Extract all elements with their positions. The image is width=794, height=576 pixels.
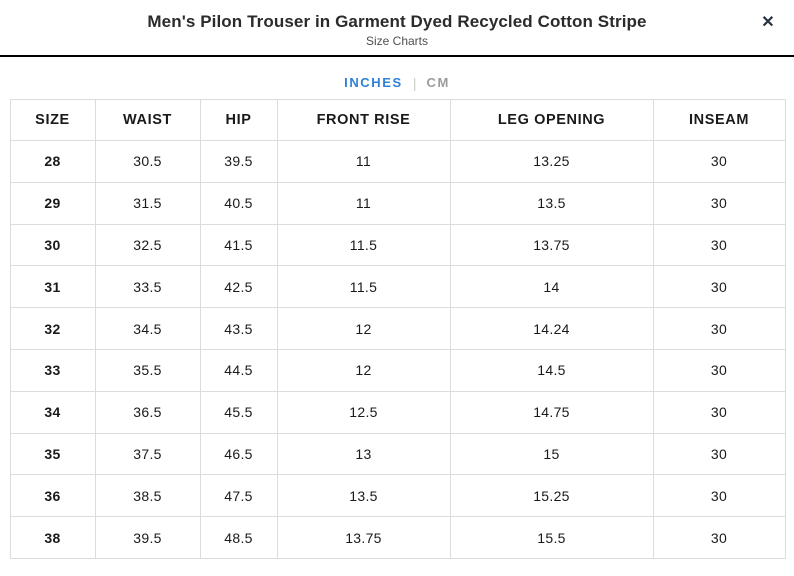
measurement-cell: 13.5 bbox=[276, 474, 451, 518]
size-cell: 31 bbox=[9, 265, 96, 309]
measurement-cell: 35.5 bbox=[94, 348, 201, 392]
measurement-cell: 30 bbox=[652, 348, 786, 392]
table-row: 28 30.5 39.5 11 13.25 30 bbox=[9, 140, 786, 183]
modal-header: Men's Pilon Trouser in Garment Dyed Recy… bbox=[0, 0, 794, 57]
measurement-cell: 38.5 bbox=[94, 474, 201, 518]
measurement-cell: 41.5 bbox=[199, 223, 278, 267]
measurement-cell: 13.25 bbox=[449, 140, 654, 183]
size-cell: 30 bbox=[9, 223, 96, 267]
table-row: 29 31.5 40.5 11 13.5 30 bbox=[9, 181, 786, 225]
measurement-cell: 33.5 bbox=[94, 265, 201, 309]
measurement-cell: 31.5 bbox=[94, 181, 201, 225]
table-header-row: SIZE WAIST HIP FRONT RISE LEG OPENING INSEAM bbox=[9, 99, 786, 141]
size-cell: 35 bbox=[9, 432, 96, 476]
table-row: 32 34.5 43.5 12 14.24 30 bbox=[9, 307, 786, 350]
measurement-cell: 37.5 bbox=[94, 432, 201, 476]
column-header: HIP bbox=[199, 99, 278, 141]
tab-cm[interactable]: CM bbox=[426, 75, 450, 90]
table-row: 31 33.5 42.5 11.5 14 30 bbox=[9, 265, 786, 309]
column-header: SIZE bbox=[9, 99, 96, 141]
measurement-cell: 14.5 bbox=[449, 348, 654, 392]
measurement-cell: 39.5 bbox=[94, 516, 201, 559]
table-row: 35 37.5 46.5 13 15 30 bbox=[9, 432, 786, 476]
column-header: INSEAM bbox=[652, 99, 786, 141]
measurement-cell: 43.5 bbox=[199, 307, 278, 350]
unit-tabs: INCHES | CM bbox=[0, 74, 794, 91]
measurement-cell: 13.75 bbox=[449, 223, 654, 267]
measurement-cell: 15.25 bbox=[449, 474, 654, 518]
measurement-cell: 12 bbox=[276, 348, 451, 392]
measurement-cell: 39.5 bbox=[199, 140, 278, 183]
size-cell: 28 bbox=[9, 140, 96, 183]
measurement-cell: 11.5 bbox=[276, 223, 451, 267]
size-cell: 29 bbox=[9, 181, 96, 225]
measurement-cell: 14.75 bbox=[449, 390, 654, 434]
measurement-cell: 40.5 bbox=[199, 181, 278, 225]
measurement-cell: 30 bbox=[652, 390, 786, 434]
measurement-cell: 44.5 bbox=[199, 348, 278, 392]
page-title: Men's Pilon Trouser in Garment Dyed Recy… bbox=[147, 12, 647, 31]
measurement-cell: 12 bbox=[276, 307, 451, 350]
measurement-cell: 13.75 bbox=[276, 516, 451, 559]
close-icon[interactable]: ✕ bbox=[754, 11, 782, 35]
measurement-cell: 30 bbox=[652, 432, 786, 476]
measurement-cell: 13.5 bbox=[449, 181, 654, 225]
measurement-cell: 30 bbox=[652, 307, 786, 350]
measurement-cell: 30 bbox=[652, 474, 786, 518]
column-header: WAIST bbox=[94, 99, 201, 141]
measurement-cell: 30 bbox=[652, 516, 786, 559]
measurement-cell: 48.5 bbox=[199, 516, 278, 559]
measurement-cell: 32.5 bbox=[94, 223, 201, 267]
measurement-cell: 34.5 bbox=[94, 307, 201, 350]
size-cell: 36 bbox=[9, 474, 96, 518]
table-row: 34 36.5 45.5 12.5 14.75 30 bbox=[9, 390, 786, 434]
measurement-cell: 42.5 bbox=[199, 265, 278, 309]
measurement-cell: 15 bbox=[449, 432, 654, 476]
measurement-cell: 11 bbox=[276, 140, 451, 183]
measurement-cell: 13 bbox=[276, 432, 451, 476]
size-chart: SIZE WAIST HIP FRONT RISE LEG OPENING INSEAM … bbox=[9, 99, 786, 559]
table-row: 33 35.5 44.5 12 14.5 30 bbox=[9, 348, 786, 392]
table-row: 38 39.5 48.5 13.75 15.5 30 bbox=[9, 516, 786, 559]
page-subtitle: Size Charts bbox=[365, 34, 429, 48]
measurement-cell: 46.5 bbox=[199, 432, 278, 476]
measurement-cell: 30.5 bbox=[94, 140, 201, 183]
size-cell: 38 bbox=[9, 516, 96, 559]
measurement-cell: 30 bbox=[652, 223, 786, 267]
tab-separator: | bbox=[412, 74, 417, 91]
table-row: 36 38.5 47.5 13.5 15.25 30 bbox=[9, 474, 786, 518]
size-cell: 33 bbox=[9, 348, 96, 392]
measurement-cell: 30 bbox=[652, 181, 786, 225]
measurement-cell: 45.5 bbox=[199, 390, 278, 434]
measurement-cell: 15.5 bbox=[449, 516, 654, 559]
measurement-cell: 11.5 bbox=[276, 265, 451, 309]
size-cell: 34 bbox=[9, 390, 96, 434]
size-chart-table: SIZE WAIST HIP FRONT RISE LEG OPENING INSEAM … bbox=[9, 99, 786, 559]
measurement-cell: 11 bbox=[276, 181, 451, 225]
measurement-cell: 30 bbox=[652, 140, 786, 183]
column-header: FRONT RISE bbox=[276, 99, 451, 141]
tab-inches[interactable]: INCHES bbox=[344, 75, 403, 90]
measurement-cell: 36.5 bbox=[94, 390, 201, 434]
measurement-cell: 14 bbox=[449, 265, 654, 309]
size-cell: 32 bbox=[9, 307, 96, 350]
measurement-cell: 14.24 bbox=[449, 307, 654, 350]
column-header: LEG OPENING bbox=[449, 99, 654, 141]
table-body: 28 30.5 39.5 11 13.25 30 29 31.5 40.5 11 13.5 30 30 3… bbox=[9, 140, 786, 559]
measurement-cell: 12.5 bbox=[276, 390, 451, 434]
table-row: 30 32.5 41.5 11.5 13.75 30 bbox=[9, 223, 786, 267]
measurement-cell: 47.5 bbox=[199, 474, 278, 518]
measurement-cell: 30 bbox=[652, 265, 786, 309]
